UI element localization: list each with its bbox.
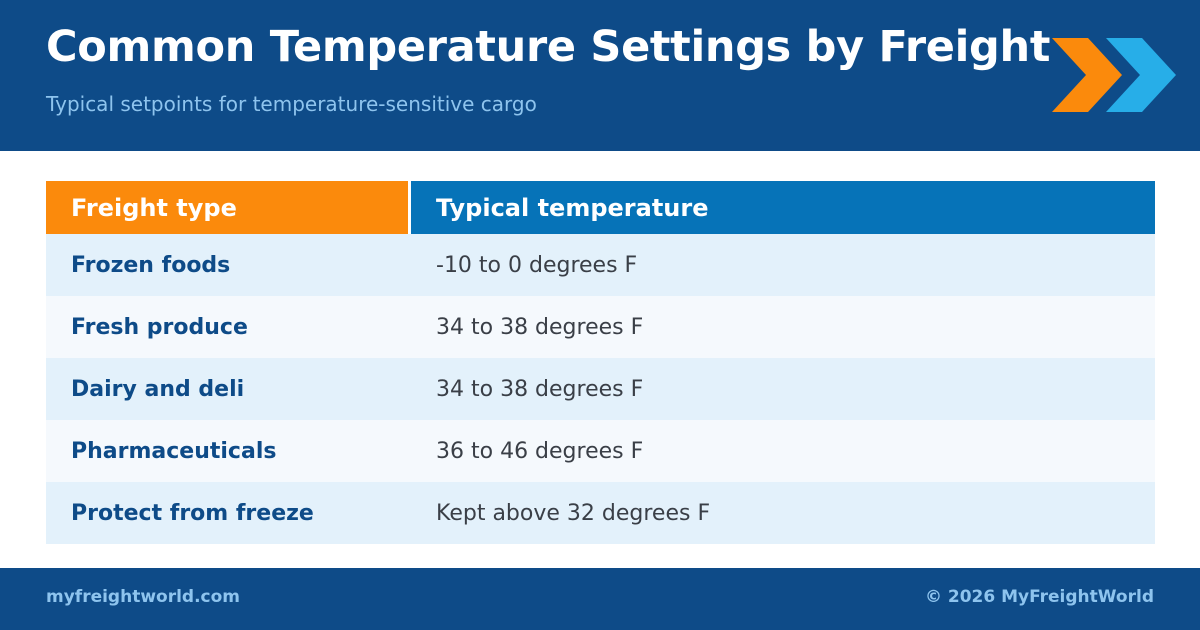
temperature-cell: 36 to 46 degrees F [436, 438, 644, 464]
freight-type-cell: Frozen foods [71, 252, 231, 278]
page-footer: myfreightworld.com © 2026 MyFreightWorld [0, 568, 1200, 630]
temperature-cell: Kept above 32 degrees F [436, 500, 711, 526]
column-header-typical-temperature: Typical temperature [411, 181, 1155, 234]
table-row: Protect from freeze Kept above 32 degree… [46, 482, 1155, 544]
column-divider [408, 181, 411, 234]
table-row: Dairy and deli 34 to 38 degrees F [46, 358, 1155, 420]
double-chevron-right-icon [1052, 38, 1176, 112]
temperature-table: Freight type Typical temperature Frozen … [46, 181, 1155, 544]
freight-type-cell: Protect from freeze [71, 500, 314, 526]
page-header: Common Temperature Settings by Freight T… [0, 0, 1200, 151]
table-body: Frozen foods -10 to 0 degrees F Fresh pr… [46, 234, 1155, 544]
column-header-freight-type: Freight type [46, 181, 408, 234]
cyan-chevron [1106, 38, 1176, 112]
table-header-row: Freight type Typical temperature [46, 181, 1155, 234]
freight-type-cell: Pharmaceuticals [71, 438, 277, 464]
page-subtitle: Typical setpoints for temperature-sensit… [46, 92, 537, 116]
orange-chevron [1052, 38, 1122, 112]
temperature-cell: 34 to 38 degrees F [436, 314, 644, 340]
copyright-text: © 2026 MyFreightWorld [924, 587, 1154, 607]
freight-type-cell: Fresh produce [71, 314, 248, 340]
table-row: Pharmaceuticals 36 to 46 degrees F [46, 420, 1155, 482]
freight-type-cell: Dairy and deli [71, 376, 245, 402]
temperature-cell: -10 to 0 degrees F [436, 252, 638, 278]
table-row: Frozen foods -10 to 0 degrees F [46, 234, 1155, 296]
page-title: Common Temperature Settings by Freight [46, 22, 1051, 72]
table-row: Fresh produce 34 to 38 degrees F [46, 296, 1155, 358]
temperature-cell: 34 to 38 degrees F [436, 376, 644, 402]
website-link[interactable]: myfreightworld.com [46, 587, 241, 607]
